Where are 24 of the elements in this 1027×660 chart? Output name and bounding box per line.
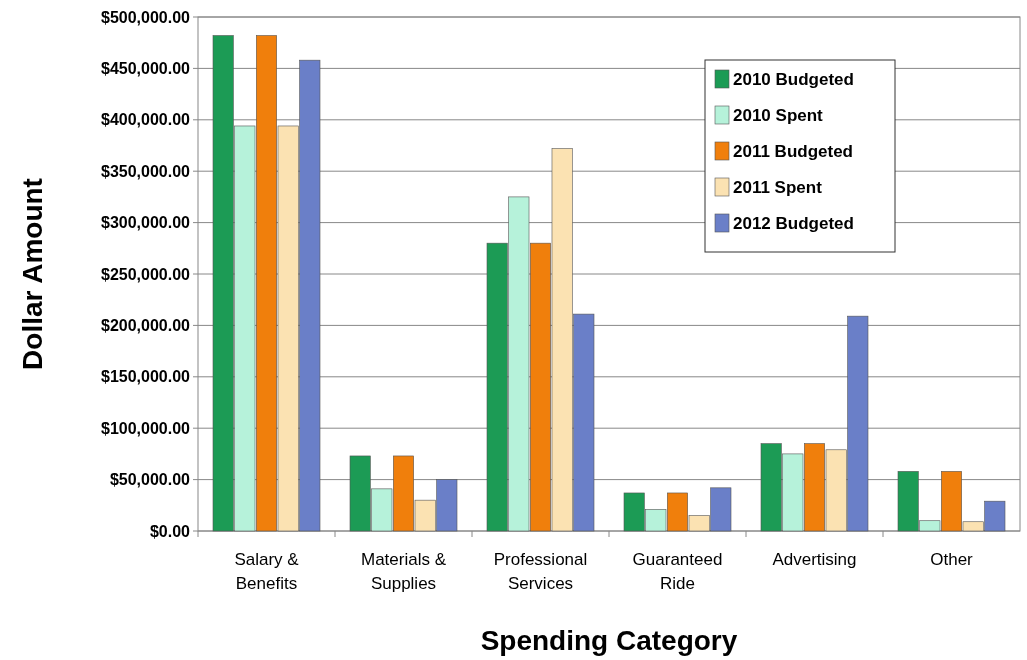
y-tick-label: $200,000.00 [101,317,191,334]
x-tick-label: Advertising [772,550,857,569]
y-tick-label: $500,000.00 [101,8,191,26]
y-tick-label: $250,000.00 [101,265,191,283]
y-tick-label: $400,000.00 [101,111,191,129]
legend-label: 2010 Budgeted [733,69,854,89]
y-tick-label: $0.00 [149,522,191,540]
legend-label: 2011 Budgeted [733,141,853,161]
y-tick-label: $450,000.00 [101,60,191,77]
legend-label: 2011 Spent [733,177,823,197]
legend-label: 2012 Budgeted [733,213,854,233]
y-tick-label: $150,000.00 [101,368,191,386]
x-tick-label: Other [930,550,974,569]
y-tick-label: $300,000.00 [101,214,191,232]
legend-label: 2010 Spent [733,105,824,125]
x-tick-label: Salary & Benefits [234,550,300,593]
x-tick-label: Materials & Supplies [360,550,447,593]
x-tick-label: Professional Services [493,550,588,593]
y-tick-label: $350,000.00 [101,162,191,180]
y-tick-label: $50,000.00 [109,471,191,489]
x-tick-label: Guaranteed Ride [632,550,723,593]
y-tick-label: $100,000.00 [101,419,191,437]
y-axis-title: Dollar Amount [17,178,48,370]
x-axis-title: Spending Category [480,625,738,656]
